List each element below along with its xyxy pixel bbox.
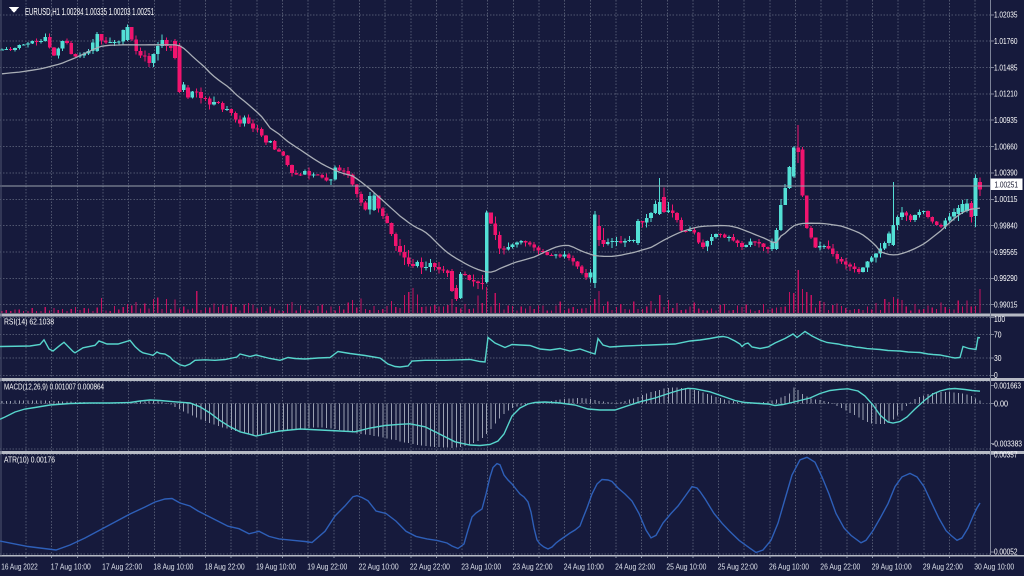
svg-text:EURUSD,H1 1.00284 1.00335 1: EURUSD,H1 1.00284 1.00335 1.00203 1.0025… [25,6,154,18]
svg-text:29 Aug 10:00: 29 Aug 10:00 [872,563,912,572]
svg-text:25 Aug 22:00: 25 Aug 22:00 [718,563,758,572]
svg-text:24 Aug 10:00: 24 Aug 10:00 [564,563,604,572]
svg-text:MACD(12,26,9) 0.001007 0.00086: MACD(12,26,9) 0.001007 0.000864 [4,383,104,392]
svg-text:19 Aug 22:00: 19 Aug 22:00 [307,563,347,572]
svg-text:0.001663: 0.001663 [994,381,1021,390]
svg-text:0.00: 0.00 [994,399,1008,408]
svg-text:70: 70 [994,331,1002,340]
svg-text:1.02035: 1.02035 [994,11,1018,20]
svg-text:0.99290: 0.99290 [994,274,1018,283]
svg-text:-0.003383: -0.003383 [992,439,1022,448]
svg-text:23 Aug 22:00: 23 Aug 22:00 [513,563,553,572]
svg-text:1.00251: 1.00251 [995,181,1019,190]
svg-text:18 Aug 22:00: 18 Aug 22:00 [205,563,245,572]
svg-text:26 Aug 10:00: 26 Aug 10:00 [769,563,809,572]
svg-text:17 Aug 10:00: 17 Aug 10:00 [51,563,91,572]
svg-text:19 Aug 10:00: 19 Aug 10:00 [256,563,296,572]
svg-text:0.99015: 0.99015 [994,300,1018,309]
svg-text:0.99565: 0.99565 [994,248,1018,257]
svg-text:30 Aug 10:00: 30 Aug 10:00 [974,563,1014,572]
svg-text:22 Aug 10:00: 22 Aug 10:00 [359,563,399,572]
svg-text:22 Aug 22:00: 22 Aug 22:00 [410,563,450,572]
svg-text:1.00390: 1.00390 [994,169,1018,178]
svg-text:100: 100 [994,315,1005,324]
svg-text:1.01760: 1.01760 [994,37,1018,46]
svg-text:16 Aug 2022: 16 Aug 2022 [1,563,38,572]
svg-text:30: 30 [994,354,1002,363]
svg-text:23 Aug 10:00: 23 Aug 10:00 [461,563,501,572]
svg-text:0.99840: 0.99840 [994,221,1018,230]
svg-text:1.01210: 1.01210 [994,90,1018,99]
svg-text:0.00052: 0.00052 [994,547,1018,556]
svg-text:1.00660: 1.00660 [994,142,1018,151]
svg-text:1.00115: 1.00115 [994,195,1018,204]
svg-text:26 Aug 22:00: 26 Aug 22:00 [820,563,860,572]
svg-text:24 Aug 22:00: 24 Aug 22:00 [615,563,655,572]
svg-text:17 Aug 22:00: 17 Aug 22:00 [102,563,142,572]
svg-text:0: 0 [994,371,998,380]
svg-text:RSI(14) 62.1038: RSI(14) 62.1038 [4,318,54,327]
svg-text:25 Aug 10:00: 25 Aug 10:00 [666,563,706,572]
svg-text:18 Aug 10:00: 18 Aug 10:00 [153,563,193,572]
svg-text:1.00935: 1.00935 [994,116,1018,125]
svg-text:29 Aug 22:00: 29 Aug 22:00 [923,563,963,572]
svg-text:ATR(10) 0.00176: ATR(10) 0.00176 [4,456,55,465]
svg-text:1.01485: 1.01485 [994,63,1018,72]
svg-text:0.00357: 0.00357 [994,450,1018,459]
